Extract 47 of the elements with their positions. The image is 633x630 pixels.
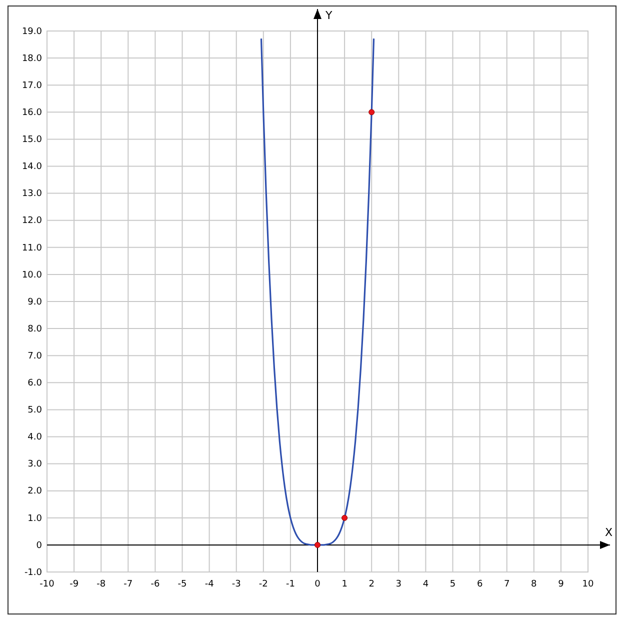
- x-tick-label: -10: [40, 579, 55, 590]
- point: [342, 514, 348, 521]
- y-tick-label: 17.0: [22, 80, 42, 91]
- y-tick-label: 6.0: [28, 378, 42, 389]
- x-tick-label: 3: [396, 579, 402, 590]
- x-tick-label: -2: [258, 579, 268, 590]
- x-tick-label: 4: [422, 579, 429, 590]
- x-tick-label: 2: [368, 579, 374, 590]
- y-tick-label: 9.0: [28, 297, 42, 308]
- x-tick-label: -1: [286, 579, 295, 590]
- y-tick-label: 3.0: [28, 460, 42, 470]
- y-tick-label: 5.0: [28, 406, 42, 416]
- x-tick-label: 9: [558, 579, 564, 590]
- y-tick-label: 13.0: [22, 189, 42, 200]
- point: [368, 109, 375, 116]
- y-tick-label: 10.0: [22, 270, 42, 280]
- x-axis-title: X: [605, 526, 613, 539]
- x-tick-label: -7: [124, 579, 133, 590]
- x-tick-label: -3: [232, 579, 241, 590]
- x-tick-label: 0: [314, 579, 321, 590]
- x-tick-label: 5: [450, 579, 456, 590]
- y-tick-label: 2.0: [28, 486, 42, 497]
- y-tick-label: 15.0: [22, 135, 42, 146]
- x-tick-label: 10: [582, 579, 594, 590]
- x-tick-label: 6: [476, 579, 483, 590]
- y-tick-label: 14.0: [22, 162, 42, 172]
- y-tick-label: 12.0: [22, 216, 42, 226]
- x-tick-label: -5: [178, 579, 187, 590]
- y-tick-label: 18.0: [22, 54, 42, 64]
- x-tick-label: 8: [531, 579, 538, 590]
- point: [314, 542, 321, 548]
- y-tick-label: 7.0: [28, 351, 42, 362]
- y-tick-label: 16.0: [22, 108, 42, 118]
- x-tick-label: -9: [70, 579, 79, 590]
- y-tick-label: -1.0: [24, 568, 42, 578]
- x-tick-label: -6: [150, 579, 160, 590]
- y-axis-title: Y: [324, 9, 332, 22]
- x-tick-label: -8: [96, 579, 106, 590]
- y-tick-label: 1.0: [28, 514, 42, 524]
- y-tick-label: 8.0: [28, 324, 42, 334]
- y-tick-label: 11.0: [22, 243, 42, 254]
- x-tick-label: 7: [504, 579, 510, 590]
- x-tick-label: -4: [204, 579, 214, 590]
- y-tick-label: 0: [36, 540, 42, 551]
- y-tick-label: 19.0: [22, 26, 42, 37]
- x-tick-label: 1: [342, 579, 348, 590]
- y-tick-label: 4.0: [28, 432, 42, 443]
